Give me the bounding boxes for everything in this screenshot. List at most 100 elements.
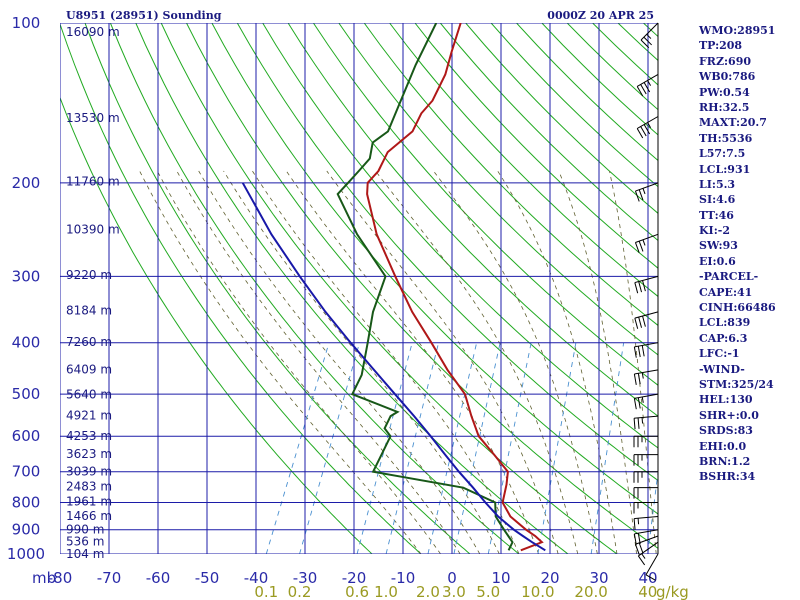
temperature-tick-label: 10: [491, 569, 510, 587]
height-label: 1466 m: [66, 509, 112, 523]
dry-adiabat: [135, 23, 569, 554]
index-row: LCL:839: [699, 316, 751, 330]
wind-barb: [645, 553, 659, 581]
temperature-tick-label: -70: [97, 569, 122, 587]
dewpoint-trace: [336, 23, 514, 551]
mixing-ratio-tick-label: 0.6: [345, 583, 369, 600]
height-label: 3039 m: [66, 465, 112, 479]
wind-barb: [637, 541, 659, 566]
sounding-time: 0000Z 20 APR 25: [547, 9, 654, 22]
wind-barb: [640, 22, 659, 49]
pressure-tick-label: 900: [12, 521, 41, 539]
mixing-ratio-tick-label: 0.1: [254, 583, 278, 600]
moist-adiabat: [497, 170, 618, 554]
moist-adiabat: [433, 170, 598, 554]
indices-panel: WMO:28951 TP:208 FRZ:690 WB0:786 PW:0.54 RH:3…: [699, 23, 800, 485]
parcel-trace: [241, 182, 546, 552]
moist-adiabat: [609, 170, 657, 554]
temperature-tick-label: -80: [48, 569, 73, 587]
temperature-tick-label: 0: [447, 569, 457, 587]
temperature-tick-label: 20: [540, 569, 559, 587]
dry-adiabat: [84, 23, 471, 554]
index-row: LFC:-1: [699, 347, 740, 361]
height-label: 11760 m: [66, 175, 120, 189]
index-row: FRZ:690: [699, 54, 752, 68]
moist-adiabat: [223, 170, 500, 554]
wind-barb: [633, 471, 658, 483]
pressure-tick-label: 400: [12, 334, 41, 352]
dry-adiabat: [186, 23, 658, 549]
index-row: CAP:6.3: [699, 331, 748, 345]
moist-adiabat: [375, 170, 579, 554]
dry-adiabat: [414, 23, 658, 269]
index-row: SHR+:0.0: [699, 408, 759, 422]
wind-barb: [633, 516, 659, 530]
wind-barb: [633, 393, 659, 410]
index-row: SRDS:83: [699, 424, 753, 438]
wind-barb: [634, 275, 659, 294]
temperature-tick-label: -20: [342, 569, 367, 587]
dry-adiabat: [109, 23, 520, 554]
dry-adiabat: [363, 23, 658, 327]
index-row: LCL:931: [699, 162, 751, 176]
index-row: -WIND-: [699, 362, 745, 376]
wind-barb: [636, 116, 659, 139]
moist-adiabat: [156, 170, 441, 554]
mixing-ratio-unit: g/kg: [656, 583, 689, 600]
index-row: KI:-2: [699, 224, 730, 238]
index-row: TP:208: [699, 39, 743, 53]
pressure-tick-label: 1000: [7, 545, 45, 563]
height-label: 536 m: [66, 535, 104, 549]
mixing-ratio-tick-label: 40: [638, 583, 657, 600]
index-row: WMO:28951: [699, 24, 776, 37]
mixing-ratio-tick-label: 5.0: [476, 583, 500, 600]
height-label: 6409 m: [66, 362, 112, 376]
moist-adiabat: [198, 170, 481, 554]
pressure-tick-label: 600: [12, 427, 41, 445]
height-label: 4921 m: [66, 409, 112, 423]
pressure-tick-label: 100: [12, 14, 41, 32]
index-row: LI:5.3: [699, 177, 736, 191]
height-label: 9220 m: [66, 268, 112, 282]
mixing-ratio-line: [427, 342, 478, 554]
index-row: BRN:1.2: [699, 454, 751, 468]
mixing-ratio-line: [299, 342, 360, 554]
temperature-trace: [366, 23, 544, 552]
moist-adiabat: [285, 170, 539, 554]
station-title: U8951 (28951) Sounding: [66, 9, 222, 22]
temperature-tick-label: -10: [391, 569, 416, 587]
pressure-tick-label: 800: [12, 494, 41, 512]
wind-barb: [636, 74, 659, 97]
temperature-tick-label: 40: [638, 569, 657, 587]
wind-barb: [633, 435, 658, 448]
mixing-ratio-tick-label: 3.0: [442, 583, 466, 600]
temperature-tick-label: 30: [589, 569, 608, 587]
dry-adiabat: [60, 23, 422, 554]
index-row: MAXT:20.7: [699, 116, 767, 130]
wind-barb: [633, 487, 658, 499]
index-row: -PARCEL-: [699, 270, 759, 284]
mixing-ratio-tick-label: 0.2: [288, 583, 312, 600]
mixing-ratio-line: [385, 342, 440, 554]
pressure-tick-label: 200: [12, 174, 41, 192]
dry-adiabat: [236, 23, 658, 482]
wind-barb: [633, 454, 658, 466]
height-label: 104 m: [66, 547, 104, 561]
wind-barb: [633, 342, 659, 358]
moist-adiabat: [252, 170, 520, 554]
index-row: L57:7.5: [699, 147, 746, 161]
index-row: SI:4.6: [699, 193, 736, 207]
wind-barb: [634, 535, 659, 555]
index-row: CINH:66486: [699, 301, 776, 315]
dry-adiabat: [338, 23, 658, 356]
pressure-tick-label: 700: [12, 463, 41, 481]
mixing-ratio-tick-label: 10.0: [521, 583, 554, 600]
moist-adiabat: [558, 170, 637, 554]
height-label: 2483 m: [66, 480, 112, 494]
index-row: CAPE:41: [699, 285, 753, 299]
wind-barb: [634, 233, 659, 254]
mixing-ratio-tick-label: 1.0: [374, 583, 398, 600]
height-label: 990 m: [66, 522, 104, 536]
height-label: 1961 m: [66, 495, 112, 509]
pressure-unit-label: mb: [32, 569, 56, 587]
